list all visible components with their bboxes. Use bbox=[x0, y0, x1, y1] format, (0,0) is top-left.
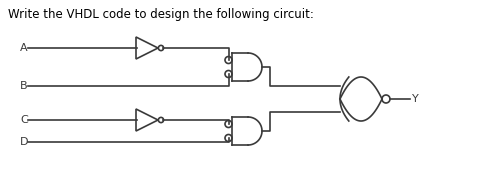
Text: D: D bbox=[20, 137, 28, 147]
Text: A: A bbox=[20, 43, 28, 53]
Text: C: C bbox=[20, 115, 28, 125]
Text: Write the VHDL code to design the following circuit:: Write the VHDL code to design the follow… bbox=[8, 8, 314, 21]
Text: Y: Y bbox=[412, 94, 419, 104]
Text: B: B bbox=[20, 81, 28, 91]
